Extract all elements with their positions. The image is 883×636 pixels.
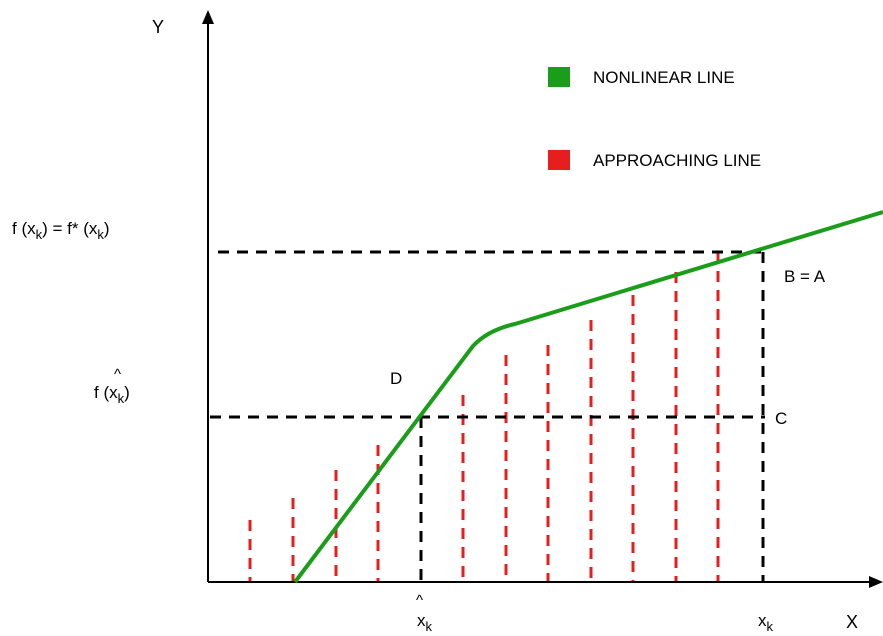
axes [202, 10, 883, 588]
legend-swatch-approaching [548, 150, 570, 170]
point-label-c: C [775, 409, 787, 428]
x-label-xhat-hat: ^ [416, 592, 423, 609]
y-axis-label: Y [152, 17, 164, 37]
legend-swatch-nonlinear [548, 67, 570, 87]
legend-label-approaching: APPROACHING LINE [593, 151, 761, 170]
point-label-ba: B = A [784, 267, 826, 286]
y-label-fxk-equation: f (xk) = f* (xk) [12, 219, 110, 242]
y-label-fxhat-hat: ^ [114, 366, 121, 383]
x-axis-arrow-icon [869, 576, 883, 588]
x-axis-label: X [846, 612, 858, 632]
nonlinear-line [293, 210, 883, 584]
y-label-fxhat: f (xk) [94, 383, 130, 406]
x-label-xk: xk [758, 611, 774, 634]
guide-lines [210, 250, 765, 582]
x-label-xhat: xk [417, 611, 433, 634]
y-axis-arrow-icon [202, 10, 214, 24]
point-label-d: D [390, 369, 402, 388]
legend-label-nonlinear: NONLINEAR LINE [593, 68, 735, 87]
approaching-bars [248, 252, 720, 582]
legend: NONLINEAR LINE APPROACHING LINE [548, 67, 761, 170]
